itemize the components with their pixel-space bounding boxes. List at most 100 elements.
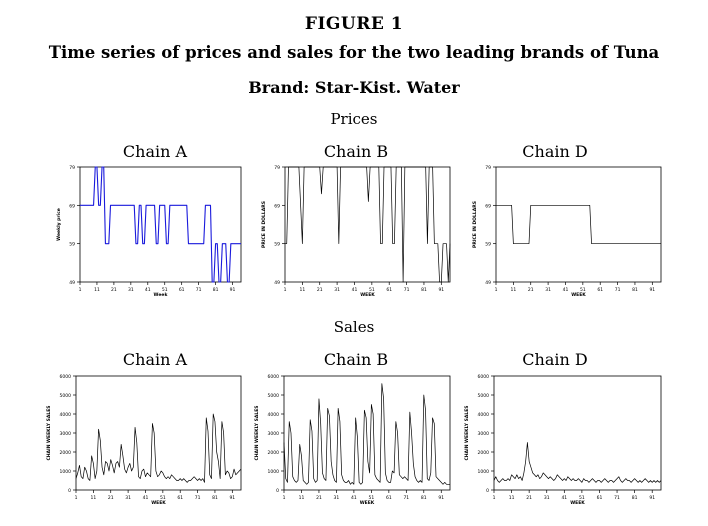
x-axis-label: WEEK	[571, 292, 586, 298]
series-line	[283, 383, 450, 485]
x-tick-label: 71	[404, 287, 410, 293]
series-line	[493, 442, 662, 483]
x-tick-label: 41	[145, 287, 151, 293]
series-line	[80, 166, 241, 283]
y-tick-label: 79	[485, 165, 491, 171]
y-axis-label: CHAIN WEEKLY SALES	[254, 405, 260, 460]
y-tick-label: 4000	[268, 412, 280, 418]
x-tick-label: 61	[597, 495, 603, 501]
y-axis-label: PRICE IN DOLLARS	[472, 201, 478, 248]
x-tick-label: 81	[421, 287, 427, 293]
y-tick-label: 1000	[60, 469, 72, 475]
x-tick-label: 11	[511, 287, 517, 293]
chart-title-sales-chain-d: Chain D	[522, 350, 588, 369]
x-tick-label: 81	[213, 287, 219, 293]
x-tick-label: 61	[177, 495, 183, 501]
x-tick-label: 61	[597, 287, 603, 293]
y-tick-label: 4000	[478, 412, 490, 418]
y-tick-label: 59	[274, 242, 280, 248]
y-tick-label: 49	[485, 280, 491, 286]
y-tick-label: 59	[485, 242, 491, 248]
x-tick-label: 21	[526, 495, 532, 501]
y-axis-label: CHAIN WEEKLY SALES	[46, 405, 52, 460]
y-tick-label: 2000	[268, 450, 280, 456]
y-tick-label: 1000	[478, 469, 490, 475]
x-tick-label: 1	[75, 495, 78, 501]
y-tick-label: 49	[274, 280, 280, 286]
y-tick-label: 6000	[60, 374, 72, 380]
x-tick-label: 1	[495, 287, 498, 293]
x-tick-label: 11	[299, 495, 305, 501]
x-tick-label: 41	[352, 287, 358, 293]
x-tick-label: 31	[128, 287, 134, 293]
x-tick-label: 31	[125, 495, 131, 501]
x-tick-label: 61	[179, 287, 185, 293]
chart-title-prices-chain-d: Chain D	[522, 142, 588, 161]
x-tick-label: 51	[162, 287, 168, 293]
y-tick-label: 2000	[478, 450, 490, 456]
chart-title-sales-chain-b: Chain B	[323, 350, 389, 369]
y-tick-label: 69	[69, 203, 75, 209]
prices-row-label: Prices	[330, 110, 378, 128]
x-tick-label: 91	[230, 287, 236, 293]
x-tick-label: 91	[229, 495, 235, 501]
x-tick-label: 81	[212, 495, 218, 501]
sales-row-label: Sales	[333, 318, 375, 336]
y-tick-label: 5000	[60, 393, 72, 399]
y-tick-label: 69	[274, 203, 280, 209]
y-tick-label: 2000	[60, 450, 72, 456]
x-tick-label: 61	[386, 495, 392, 501]
y-tick-label: 5000	[478, 393, 490, 399]
x-tick-label: 91	[649, 287, 655, 293]
y-tick-label: 4000	[60, 412, 72, 418]
x-axis-label: WEEK	[151, 500, 166, 506]
x-tick-label: 11	[300, 287, 306, 293]
x-tick-label: 81	[632, 495, 638, 501]
figure-label: FIGURE 1	[304, 14, 404, 34]
x-tick-label: 51	[369, 287, 375, 293]
x-axis-label: WEEK	[360, 292, 375, 298]
x-tick-label: 71	[403, 495, 409, 501]
y-tick-label: 69	[485, 203, 491, 209]
x-tick-label: 1	[493, 495, 496, 501]
x-tick-label: 31	[545, 287, 551, 293]
x-tick-label: 71	[196, 287, 202, 293]
x-tick-label: 41	[563, 287, 569, 293]
x-tick-label: 21	[108, 495, 114, 501]
x-tick-label: 51	[579, 495, 585, 501]
x-tick-label: 41	[351, 495, 357, 501]
x-axis-label: WEEK	[360, 500, 375, 506]
y-tick-label: 6000	[478, 374, 490, 380]
y-axis-label: Weekly price	[56, 208, 62, 241]
x-tick-label: 1	[79, 287, 82, 293]
x-tick-label: 41	[143, 495, 149, 501]
x-tick-label: 51	[160, 495, 166, 501]
series-line	[285, 166, 451, 283]
y-tick-label: 6000	[268, 374, 280, 380]
x-tick-label: 51	[580, 287, 586, 293]
x-tick-label: 21	[528, 287, 534, 293]
x-tick-label: 11	[94, 287, 100, 293]
series-line	[75, 413, 242, 483]
y-tick-label: 79	[69, 165, 75, 171]
x-tick-label: 91	[438, 495, 444, 501]
y-axis-label: CHAIN WEEKLY SALES	[464, 405, 470, 460]
y-tick-label: 79	[274, 165, 280, 171]
y-tick-label: 5000	[268, 393, 280, 399]
plot-frame	[493, 375, 662, 491]
x-tick-label: 71	[195, 495, 201, 501]
x-tick-label: 1	[284, 287, 287, 293]
x-tick-label: 41	[561, 495, 567, 501]
plot-frame	[75, 375, 242, 491]
x-tick-label: 21	[317, 287, 323, 293]
x-tick-label: 31	[334, 495, 340, 501]
x-tick-label: 11	[91, 495, 97, 501]
y-tick-label: 0	[68, 488, 71, 494]
x-axis-label: Week	[154, 292, 169, 298]
x-tick-label: 31	[334, 287, 340, 293]
